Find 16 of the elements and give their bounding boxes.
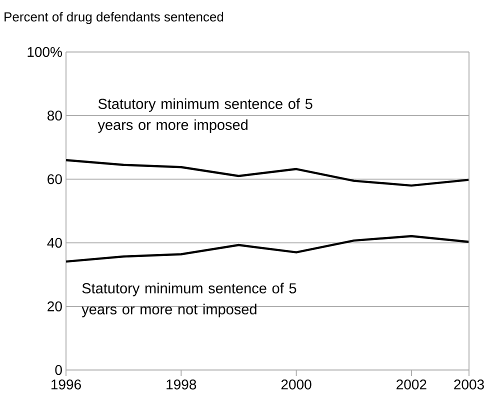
y-tick-label: 100% [28, 47, 62, 57]
series-label: Statutory minimum sentence of 5 years or more not imposed [82, 282, 296, 318]
x-tick-label: 2003 [454, 380, 484, 390]
y-tick-label: 0 [55, 365, 62, 375]
y-axis-title: Percent of drug defendants sentenced [4, 12, 224, 24]
x-tick-label: 1996 [51, 380, 81, 390]
y-tick-label: 20 [48, 301, 62, 312]
x-tick-label: 1998 [166, 380, 196, 390]
y-tick-label: 80 [48, 110, 62, 121]
line-series [64, 235, 470, 263]
line-series [64, 159, 470, 187]
y-tick-label: 60 [48, 174, 62, 184]
text: Statutory minimum sentence of 5 years or more imposed [98, 98, 312, 133]
y-tick-label: 40 [47, 238, 62, 248]
x-tick-label: 2002 [396, 380, 426, 390]
x-tick-label: 2000 [281, 380, 312, 390]
